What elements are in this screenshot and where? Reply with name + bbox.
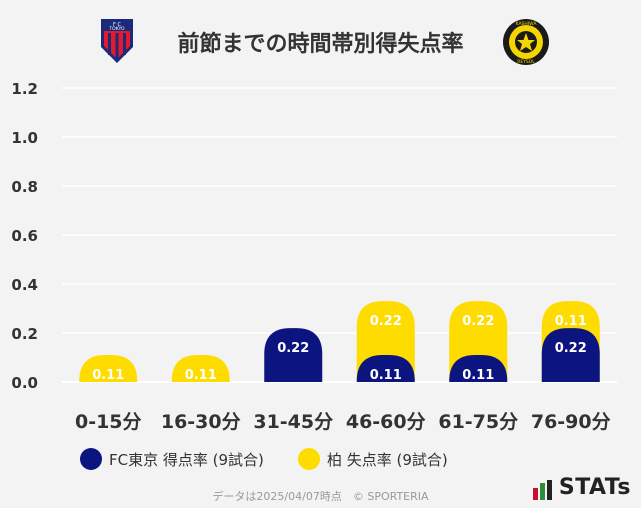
x-tick-label: 61-75分 <box>438 411 518 433</box>
y-tick-label: 0.4 <box>11 276 38 294</box>
x-tick-label: 0-15分 <box>75 411 142 433</box>
bar-fc-tokyo <box>264 328 323 382</box>
stats-wordmark: STATs <box>558 475 631 500</box>
bar-kashiwa <box>171 355 230 382</box>
x-tick-label: 31-45分 <box>253 411 333 433</box>
footer-credit: データは2025/04/07時点 © SPORTERIA <box>212 490 429 503</box>
data-label-kashiwa: 0.11 <box>185 368 217 383</box>
bar-fc-tokyo <box>449 355 508 382</box>
data-label-kashiwa: 0.22 <box>370 314 402 329</box>
legend-item-kashiwa: 柏 失点率 (9試合) <box>298 448 448 470</box>
fc-tokyo-logo: F C TOKYO <box>99 17 135 69</box>
svg-text:F C: F C <box>113 22 121 28</box>
bar-fc-tokyo <box>541 328 600 382</box>
stats-brand: STATs <box>532 475 631 500</box>
bar-kashiwa <box>79 355 138 382</box>
data-label-fc-tokyo: 0.22 <box>555 341 587 356</box>
y-tick-label: 1.0 <box>11 129 38 147</box>
legend-label-kashiwa: 柏 失点率 (9試合) <box>327 450 448 469</box>
legend-item-fc-tokyo: FC東京 得点率 (9試合) <box>80 448 264 470</box>
svg-text:TOKYO: TOKYO <box>108 26 125 32</box>
legend-label-fc-tokyo: FC東京 得点率 (9試合) <box>109 450 264 469</box>
y-tick-label: 0.6 <box>11 227 38 245</box>
legend-swatch-navy <box>80 448 102 470</box>
data-label-fc-tokyo: 0.11 <box>462 368 494 383</box>
legend-swatch-yellow <box>298 448 320 470</box>
stats-bars-icon <box>532 480 552 500</box>
bar-fc-tokyo <box>356 355 415 382</box>
data-label-kashiwa: 0.22 <box>462 314 494 329</box>
data-label-kashiwa: 0.11 <box>555 314 587 329</box>
bar-chart: 0.0 0.2 0.4 0.6 0.8 1.0 1.2 0.11 0-15分 0.11 16-30分… <box>11 80 617 433</box>
y-tick-label: 0.2 <box>11 325 38 343</box>
data-label-fc-tokyo: 0.22 <box>277 341 309 356</box>
data-label-fc-tokyo: 0.11 <box>370 368 402 383</box>
chart-title: 前節までの時間帯別得失点率 <box>177 32 464 57</box>
kashiwa-reysol-logo: KASHIWA REYSOL <box>499 17 553 71</box>
x-tick-label: 76-90分 <box>531 411 611 433</box>
x-tick-label: 16-30分 <box>161 411 241 433</box>
y-tick-label: 0.0 <box>11 374 38 392</box>
y-tick-label: 1.2 <box>11 80 38 98</box>
y-tick-label: 0.8 <box>11 178 38 196</box>
data-label-kashiwa: 0.11 <box>92 368 124 383</box>
svg-text:REYSOL: REYSOL <box>517 59 535 65</box>
svg-text:KASHIWA: KASHIWA <box>516 21 538 27</box>
x-tick-label: 46-60分 <box>346 411 426 433</box>
